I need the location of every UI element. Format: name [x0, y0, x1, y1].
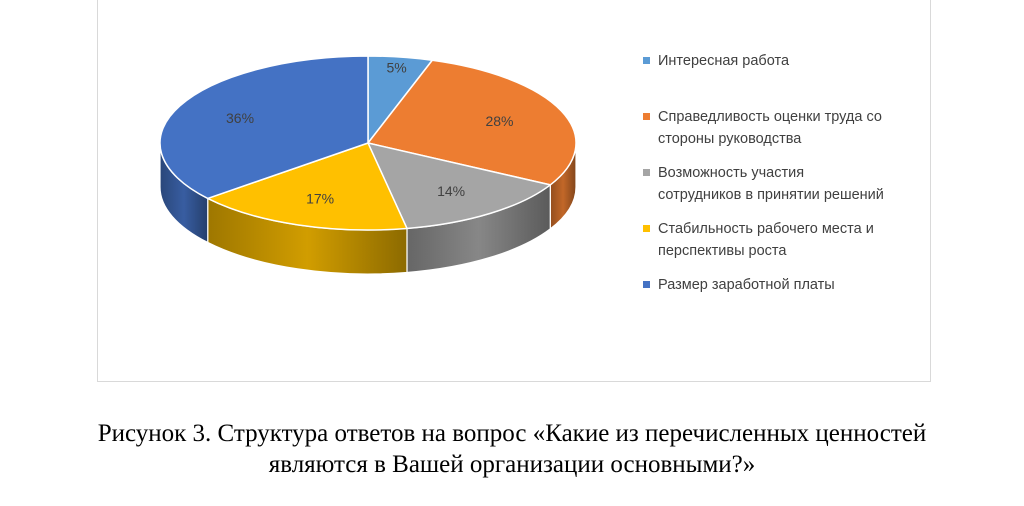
- legend: Интересная работа Справедливость оценки т…: [643, 50, 933, 296]
- legend-item-1: Справедливость оценки труда со стороны ру…: [643, 106, 933, 150]
- figure-caption: Рисунок 3. Структура ответов на вопрос «…: [0, 418, 1024, 480]
- data-label-4: 36%: [226, 110, 254, 126]
- data-label-0: 5%: [387, 59, 407, 75]
- pie-chart: 5% 28% 14% 17% 36%: [159, 55, 577, 275]
- legend-label-3-0: Стабильность рабочего места и: [658, 221, 874, 237]
- caption-line-2: являются в Вашей организации основными?»: [268, 451, 756, 478]
- pie-slice-3: [206, 142, 408, 231]
- data-label-3: 17%: [306, 191, 334, 207]
- legend-label-4-0: Размер заработной платы: [658, 277, 835, 293]
- pie-slice-2: [367, 142, 552, 230]
- chart-frame: 5% 28% 14% 17% 36% Интересная работа Справедл…: [97, 0, 931, 382]
- legend-item-0: Интересная работа: [643, 50, 933, 72]
- legend-item-4: Размер заработной платы: [643, 274, 933, 296]
- legend-item-3: Стабильность рабочего места и перспективы…: [643, 218, 933, 262]
- legend-label-1-0: Справедливость оценки труда со: [658, 109, 882, 125]
- pie-slice-4: [159, 55, 369, 200]
- legend-swatch-4: [643, 281, 650, 288]
- data-label-1: 28%: [485, 113, 513, 129]
- data-label-2: 14%: [437, 183, 465, 199]
- legend-label-1-1: стороны руководства: [658, 131, 802, 147]
- legend-label-0-0: Интересная работа: [658, 53, 790, 69]
- legend-label-2-1: сотрудников в принятии решений: [658, 187, 884, 203]
- pie-slice-1: [367, 59, 577, 186]
- legend-item-2: Возможность участия сотрудников в приняти…: [643, 162, 933, 206]
- caption-line-1: Рисунок 3. Структура ответов на вопрос «…: [97, 420, 927, 447]
- legend-swatch-0: [643, 57, 650, 64]
- legend-swatch-2: [643, 169, 650, 176]
- legend-swatch-1: [643, 113, 650, 120]
- legend-label-2-0: Возможность участия: [658, 165, 805, 181]
- legend-label-3-1: перспективы роста: [658, 243, 787, 259]
- legend-swatch-3: [643, 225, 650, 232]
